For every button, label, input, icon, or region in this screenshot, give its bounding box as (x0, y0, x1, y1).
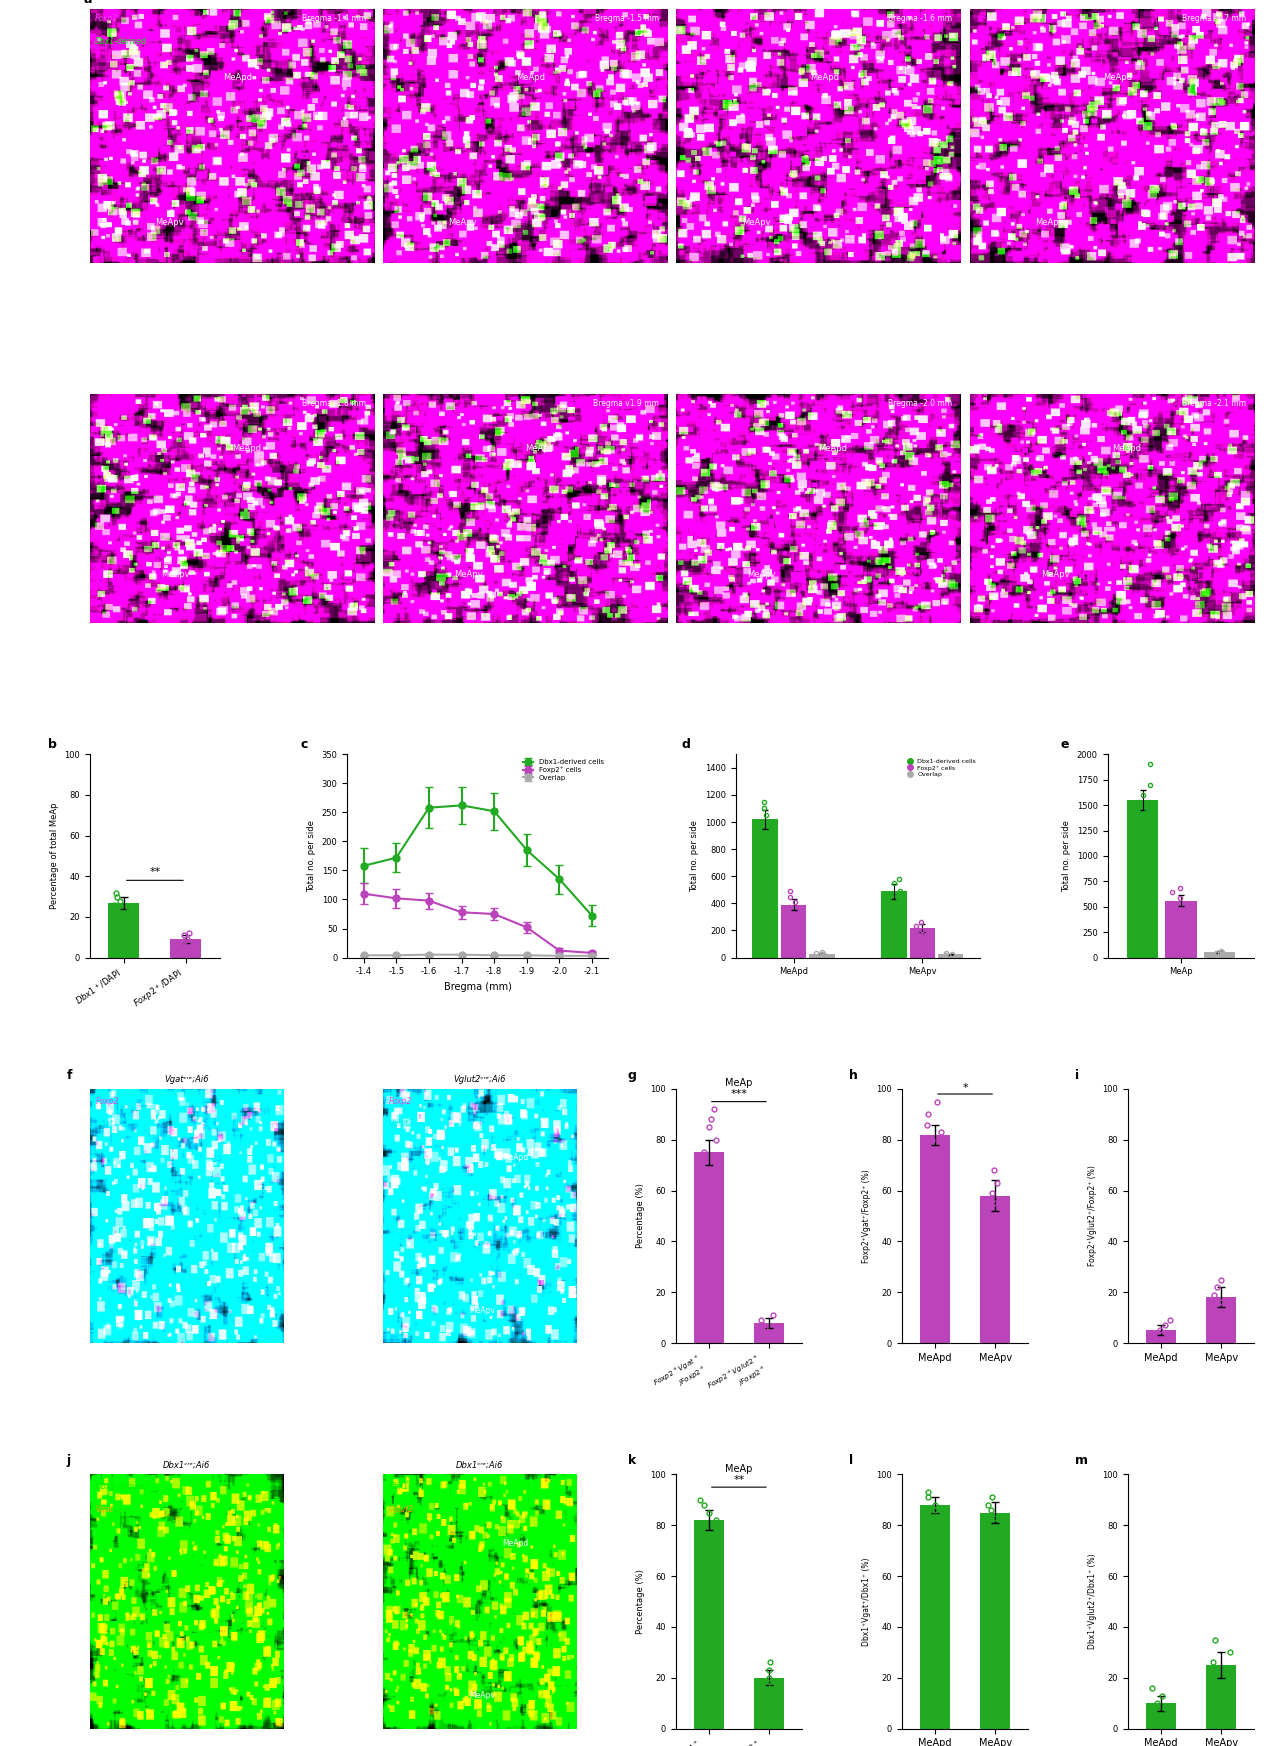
Bar (882, 890, 906, 957)
Bar (170, 939, 201, 957)
Bar (910, 927, 936, 957)
Title: MeAp: MeAp (726, 1079, 753, 1088)
Text: f: f (67, 1069, 72, 1081)
Text: l: l (849, 1454, 852, 1467)
Text: Foxp2: Foxp2 (95, 14, 119, 23)
Text: Dbx1ᶜʳᵉ;Ai6: Dbx1ᶜʳᵉ;Ai6 (163, 1460, 210, 1470)
Text: m: m (1075, 1454, 1088, 1467)
Text: j: j (67, 1454, 70, 1467)
Bar (109, 903, 140, 957)
Bar (920, 1135, 950, 1343)
Text: i: i (1075, 1069, 1079, 1081)
Text: MeApd: MeApd (818, 445, 847, 454)
Text: Vglut2: Vglut2 (388, 1505, 413, 1514)
Title: MeAp: MeAp (726, 1463, 753, 1474)
Text: a: a (84, 0, 92, 7)
Text: MeApv: MeApv (454, 571, 483, 580)
Y-axis label: Dbx1⁺Vglut2⁺/Dbx1⁺ (%): Dbx1⁺Vglut2⁺/Dbx1⁺ (%) (1088, 1554, 1097, 1650)
Text: MeApv: MeApv (1036, 218, 1064, 227)
Text: Vgatᶜʳᵉ;Ai6: Vgatᶜʳᵉ;Ai6 (164, 1076, 209, 1084)
Text: Bregma -1.8 mm: Bregma -1.8 mm (302, 398, 366, 409)
Text: c: c (301, 739, 307, 751)
Bar (1128, 800, 1158, 957)
Text: MeApv: MeApv (748, 571, 776, 580)
Bar (1165, 901, 1197, 957)
Text: Vgat: Vgat (96, 1505, 113, 1514)
Text: h: h (849, 1069, 858, 1081)
Bar (1146, 1330, 1176, 1343)
Text: Bregma -1.7 mm: Bregma -1.7 mm (1181, 14, 1245, 23)
Text: Bregma -2.1 mm: Bregma -2.1 mm (1181, 398, 1245, 409)
Text: g: g (627, 1069, 636, 1081)
Bar (754, 1678, 785, 1729)
Bar (694, 1152, 724, 1343)
Bar (1146, 1702, 1176, 1729)
Text: Foxp2: Foxp2 (96, 1096, 119, 1105)
Text: Dbx1-derived: Dbx1-derived (96, 1482, 147, 1491)
Bar (1206, 1297, 1236, 1343)
Text: Dbx1ᶜʳᵉ;Ai6: Dbx1ᶜʳᵉ;Ai6 (456, 1460, 503, 1470)
Text: MeApv: MeApv (1041, 571, 1069, 580)
Y-axis label: Dbx1⁺Vgat⁺/Dbx1⁺ (%): Dbx1⁺Vgat⁺/Dbx1⁺ (%) (861, 1557, 870, 1646)
Text: b: b (47, 739, 56, 751)
Text: MeApd: MeApd (1112, 445, 1140, 454)
Text: MeApv: MeApv (448, 218, 477, 227)
Bar (980, 1512, 1010, 1729)
Text: Vglut2: Vglut2 (388, 1119, 413, 1128)
Text: **: ** (733, 1475, 745, 1484)
Text: Bregma -1.4 mm: Bregma -1.4 mm (302, 14, 366, 23)
Bar (809, 953, 835, 957)
Text: **: ** (150, 868, 160, 876)
Text: MeApv: MeApv (161, 571, 189, 580)
Text: d: d (682, 739, 691, 751)
Text: MeApd: MeApd (503, 1152, 529, 1163)
Bar (1206, 1666, 1236, 1729)
Text: MeApd: MeApd (503, 1538, 529, 1547)
Y-axis label: Foxp2⁺Vgat⁺/Foxp2⁺ (%): Foxp2⁺Vgat⁺/Foxp2⁺ (%) (861, 1170, 870, 1262)
X-axis label: Bregma (mm): Bregma (mm) (444, 981, 512, 992)
Text: Vglut2ᶜʳᵉ;Ai6: Vglut2ᶜʳᵉ;Ai6 (453, 1076, 506, 1084)
Bar (754, 1323, 785, 1343)
Text: MeApd: MeApd (1103, 73, 1133, 82)
Text: Bregma -1.6 mm: Bregma -1.6 mm (888, 14, 952, 23)
Y-axis label: Foxp2⁺Vglut2⁺/Foxp2⁺ (%): Foxp2⁺Vglut2⁺/Foxp2⁺ (%) (1088, 1166, 1097, 1266)
Bar (920, 1505, 950, 1729)
Bar (1203, 952, 1235, 957)
Text: k: k (627, 1454, 636, 1467)
Text: ***: *** (731, 1090, 748, 1100)
Legend: Dbx1-derived cells, Foxp2⁺ cells, Overlap: Dbx1-derived cells, Foxp2⁺ cells, Overla… (906, 758, 977, 779)
Text: e: e (1061, 739, 1069, 751)
Text: Bregma -2.0 mm: Bregma -2.0 mm (888, 398, 952, 409)
Y-axis label: Percentage (%): Percentage (%) (636, 1184, 645, 1248)
Text: MeApd: MeApd (810, 73, 838, 82)
Text: MeApd: MeApd (232, 445, 261, 454)
Text: MeApd: MeApd (223, 73, 252, 82)
Text: Dbx1-derived: Dbx1-derived (95, 37, 147, 45)
Legend: Dbx1-derived cells, Foxp2⁺ cells, Overlap: Dbx1-derived cells, Foxp2⁺ cells, Overla… (521, 758, 605, 782)
Text: MeApv: MeApv (155, 218, 183, 227)
Bar (938, 953, 964, 957)
Y-axis label: Total no. per side: Total no. per side (307, 821, 316, 892)
Bar (694, 1521, 724, 1729)
Bar (980, 1196, 1010, 1343)
Text: *: * (963, 1083, 968, 1093)
Text: MeApv: MeApv (741, 218, 771, 227)
Y-axis label: Percentage (%): Percentage (%) (636, 1570, 645, 1634)
Text: MeApv: MeApv (470, 1306, 495, 1315)
Text: Bregma -1.5 mm: Bregma -1.5 mm (595, 14, 659, 23)
Text: MeApd: MeApd (517, 73, 545, 82)
Text: Dbx1-derived: Dbx1-derived (388, 1482, 440, 1491)
Text: MeApd: MeApd (525, 445, 554, 454)
Text: Vgat: Vgat (96, 1119, 113, 1128)
Text: Bregma v1.9 mm: Bregma v1.9 mm (594, 398, 659, 409)
Bar (781, 904, 806, 957)
Bar (753, 819, 778, 957)
Y-axis label: Total no. per side: Total no. per side (690, 821, 699, 892)
Text: Foxp2: Foxp2 (388, 1096, 412, 1105)
Text: MeApv: MeApv (470, 1692, 495, 1701)
Y-axis label: Percentage of total MeAp: Percentage of total MeAp (50, 803, 59, 910)
Y-axis label: Total no. per side: Total no. per side (1062, 821, 1071, 892)
